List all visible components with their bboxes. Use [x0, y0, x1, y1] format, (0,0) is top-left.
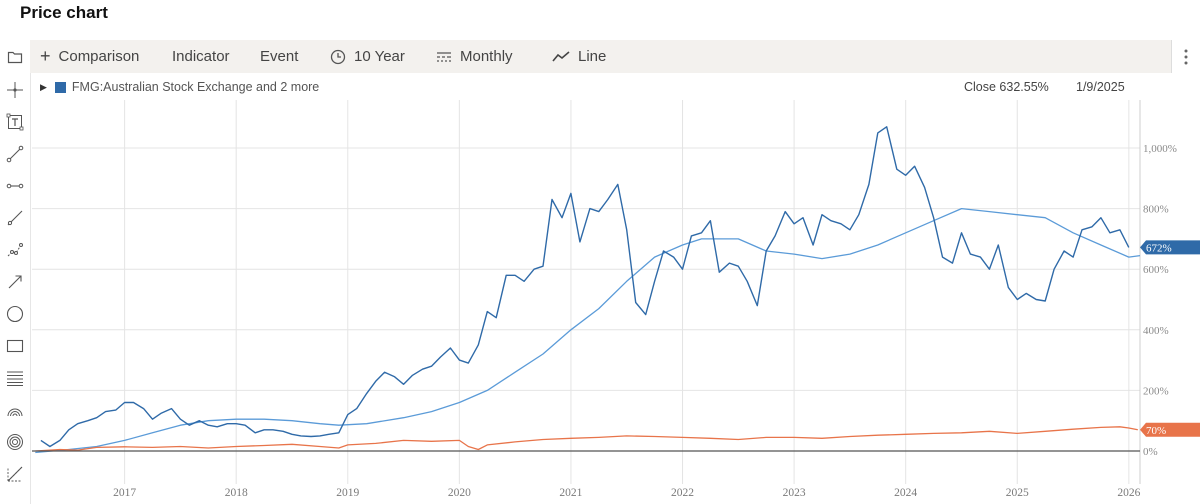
y-tick-label: 0% — [1143, 446, 1158, 458]
value-tag-label: 672% — [1146, 242, 1172, 254]
arrow-tool[interactable] — [3, 270, 27, 294]
x-tick-label: 2022 — [671, 487, 694, 499]
folder-icon — [7, 51, 23, 63]
y-tick-label: 400% — [1143, 325, 1169, 337]
interval-selector[interactable]: Monthly — [436, 40, 513, 73]
fibonacci-icon — [7, 371, 23, 386]
arrow-icon — [8, 275, 22, 289]
x-tick-label: 2023 — [783, 487, 806, 499]
index-last-value-tag: 70% — [1140, 422, 1200, 437]
text-box-tool[interactable] — [3, 110, 27, 134]
indicator-button[interactable]: Indicator — [172, 48, 230, 65]
toolbar-band — [30, 40, 1172, 73]
arc-tool[interactable] — [3, 398, 27, 422]
folder-button[interactable] — [0, 40, 30, 73]
line-tool[interactable] — [3, 142, 27, 166]
date-readout: 1/9/2025 — [1076, 80, 1125, 94]
trend-angle-icon — [7, 466, 23, 482]
x-tick-label: 2025 — [1006, 487, 1029, 499]
horizontal-ray-icon — [6, 183, 24, 189]
plus-icon: + — [40, 46, 51, 66]
crosshair-tool[interactable] — [3, 78, 27, 102]
more-vertical-icon — [1184, 49, 1188, 64]
y-tick-label: 200% — [1143, 385, 1169, 397]
series-line-average — [35, 207, 1141, 454]
series-legend[interactable]: ▶ FMG:Australian Stock Exchange and 2 mo… — [40, 80, 319, 94]
horizontal-ray-tool[interactable] — [3, 174, 27, 198]
diagonal-line-icon — [7, 210, 23, 226]
close-readout: Close 632.55% — [964, 80, 1049, 94]
comparison-button[interactable]: + Comparison — [40, 46, 140, 66]
drawing-tools-sidebar — [0, 73, 31, 504]
y-tick-label: 600% — [1143, 264, 1169, 276]
series-line-index — [35, 426, 1138, 452]
page-title: Price chart — [20, 3, 108, 22]
x-tick-label: 2017 — [113, 487, 136, 499]
series-line-fmg — [40, 126, 1130, 448]
rectangle-icon — [6, 339, 24, 353]
series-color-swatch — [54, 81, 66, 93]
polyline-icon — [7, 243, 23, 257]
value-tag-shape — [1140, 422, 1200, 437]
text-box-icon — [6, 113, 24, 131]
y-tick-label: 1,000% — [1143, 143, 1177, 155]
fibonacci-tool[interactable] — [3, 366, 27, 390]
circle-icon — [6, 305, 24, 323]
more-options-button[interactable] — [1171, 40, 1200, 73]
clock-icon — [330, 49, 346, 64]
x-tick-label: 2021 — [559, 487, 582, 499]
polyline-tool[interactable] — [3, 238, 27, 262]
trend-angle-tool[interactable] — [3, 462, 27, 486]
target-tool[interactable] — [3, 430, 27, 454]
line-chart-icon — [552, 50, 570, 62]
x-tick-label: 2026 — [1117, 487, 1140, 499]
value-tag-label: 70% — [1146, 425, 1166, 437]
range-selector[interactable]: 10 Year — [330, 40, 405, 73]
crosshair-icon — [7, 82, 23, 98]
event-button[interactable]: Event — [260, 48, 299, 65]
value-tag-shape — [1140, 240, 1200, 255]
arc-icon — [7, 408, 23, 417]
circle-tool[interactable] — [3, 302, 27, 326]
x-tick-label: 2019 — [336, 487, 359, 499]
chart-toolbar: + Comparison Indicator Event 10 Year Mon… — [0, 40, 1200, 73]
x-tick-label: 2024 — [894, 487, 917, 499]
interval-icon — [437, 51, 451, 62]
target-icon — [7, 434, 23, 450]
expand-triangle-icon[interactable]: ▶ — [40, 81, 47, 92]
line-tool-icon — [6, 145, 24, 163]
diagonal-line-tool[interactable] — [3, 206, 27, 230]
x-tick-label: 2020 — [448, 487, 471, 499]
fmg-last-value-tag: 672% — [1140, 240, 1200, 255]
rectangle-tool[interactable] — [3, 334, 27, 358]
x-tick-label: 2018 — [225, 487, 248, 499]
chart-type-selector[interactable]: Line — [552, 40, 606, 73]
y-tick-label: 800% — [1143, 204, 1169, 216]
legend-label: FMG:Australian Stock Exchange and 2 more — [71, 80, 320, 94]
